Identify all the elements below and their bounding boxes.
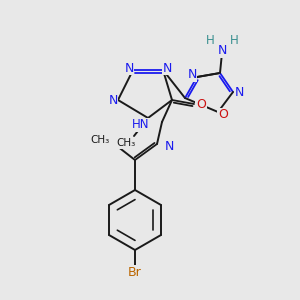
Text: H: H (206, 34, 214, 46)
Text: H: H (230, 34, 238, 46)
Text: N: N (234, 86, 244, 100)
Text: O: O (196, 98, 206, 110)
Text: HN: HN (131, 118, 149, 131)
Text: N: N (124, 61, 134, 74)
Text: N: N (108, 94, 118, 107)
Text: CH₃: CH₃ (116, 138, 136, 148)
Text: CH₃: CH₃ (91, 135, 110, 145)
Text: N: N (162, 61, 172, 74)
Text: Br: Br (128, 266, 142, 278)
Text: N: N (217, 44, 227, 58)
Text: N: N (187, 68, 197, 82)
Text: N: N (164, 140, 174, 152)
Text: O: O (218, 109, 228, 122)
